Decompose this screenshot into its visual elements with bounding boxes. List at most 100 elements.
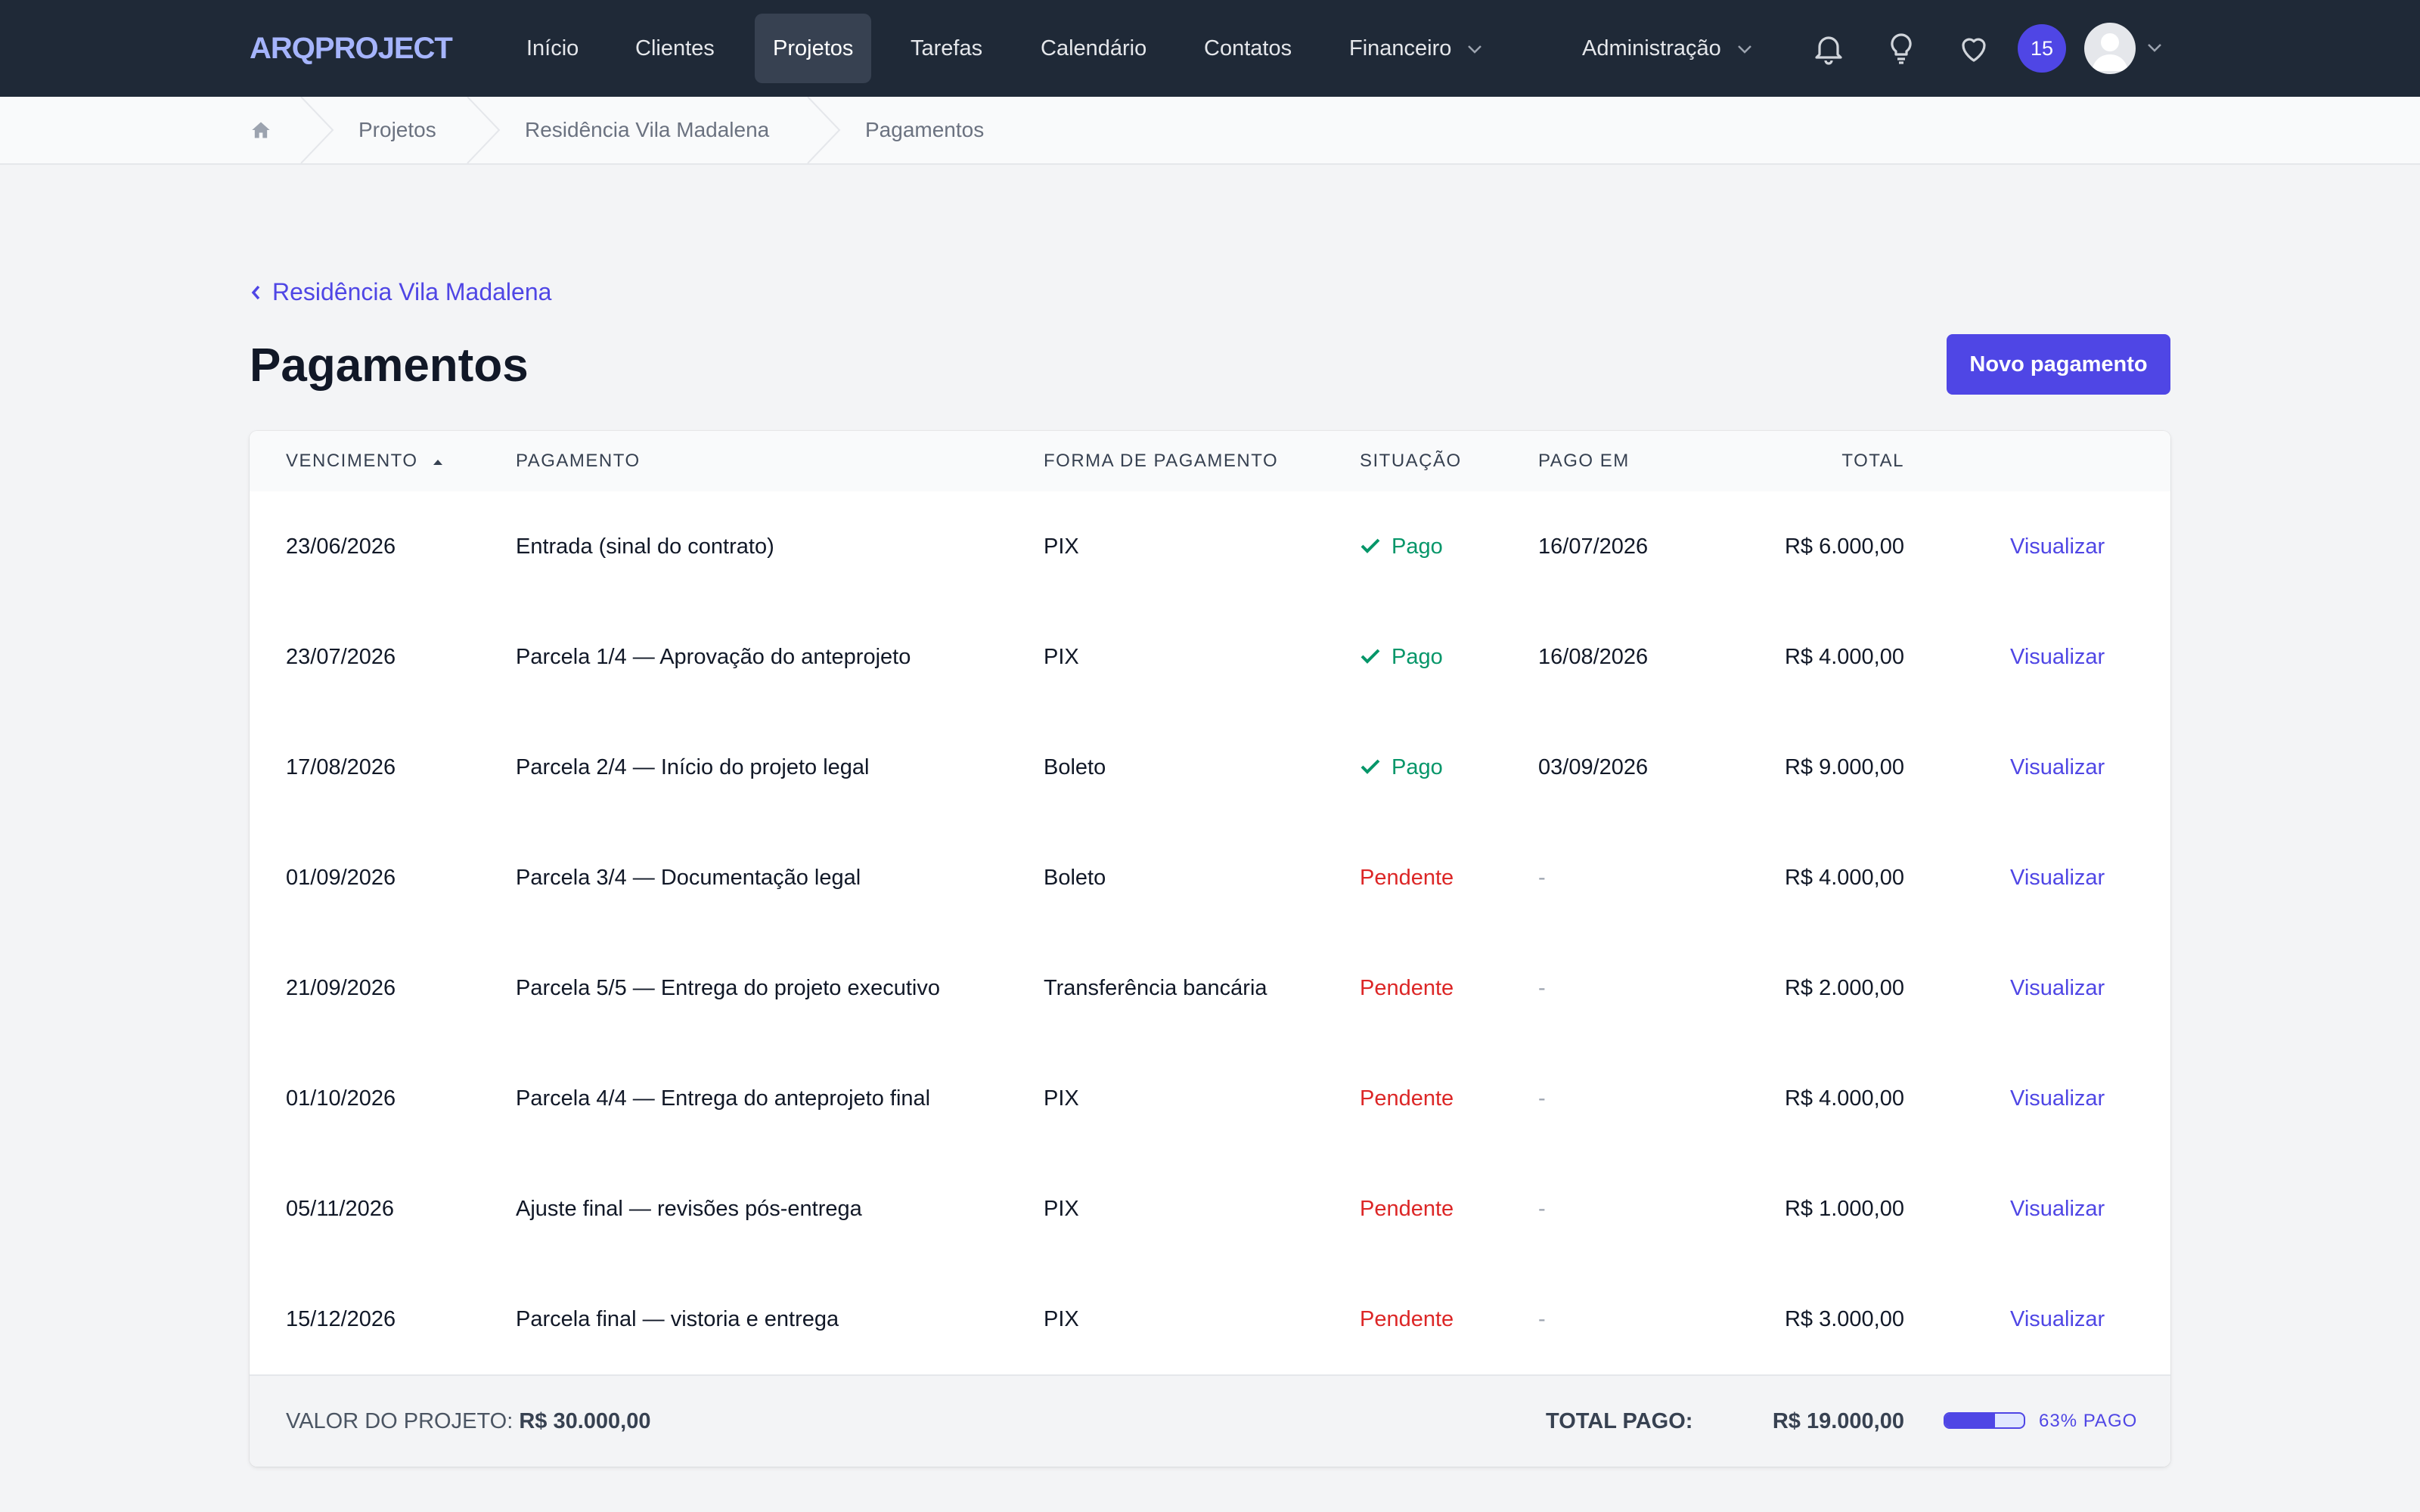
payment-method: Boleto — [1044, 866, 1106, 890]
home-icon[interactable] — [250, 119, 272, 141]
breadcrumb-item-projetos[interactable]: Projetos — [358, 118, 436, 141]
paid-on-date: - — [1538, 1307, 1546, 1331]
avatar[interactable] — [2084, 23, 2136, 74]
view-payment-link[interactable]: Visualizar — [2010, 1307, 2105, 1331]
status-label: Pendente — [1360, 1307, 1454, 1331]
paid-percent-label: 63% PAGO — [2039, 1411, 2138, 1431]
new-payment-button[interactable]: Novo pagamento — [1947, 334, 2170, 395]
page-title: Pagamentos — [250, 339, 529, 392]
status-label: Pendente — [1360, 866, 1454, 890]
status-badge: Pendente — [1360, 1154, 1454, 1264]
nav-item-contatos[interactable]: Contatos — [1204, 36, 1292, 60]
column-header-vencimento[interactable]: VENCIMENTO — [286, 431, 444, 491]
table-row: 21/09/2026 Parcela 5/5 — Entrega do proje… — [250, 933, 2170, 1045]
paid-progress-bar — [1944, 1412, 2025, 1429]
due-date: 23/07/2026 — [286, 645, 396, 669]
due-date: 21/09/2026 — [286, 976, 396, 1000]
chevron-down-icon[interactable] — [2146, 42, 2163, 53]
payment-method: Boleto — [1044, 755, 1106, 779]
payment-description: Ajuste final — revisões pós-entrega — [516, 1197, 862, 1221]
payment-total: R$ 9.000,00 — [1784, 755, 1904, 779]
due-date: 01/09/2026 — [286, 866, 396, 890]
chevron-down-icon — [1737, 45, 1751, 54]
due-date: 01/10/2026 — [286, 1086, 396, 1111]
paid-on-date: - — [1538, 976, 1546, 1000]
breadcrumb-separator — [300, 97, 334, 163]
chevron-down-icon — [1468, 45, 1482, 54]
due-date: 17/08/2026 — [286, 755, 396, 779]
payment-description: Entrada (sinal do contrato) — [516, 534, 774, 559]
total-paid-amount: R$ 19.000,00 — [1772, 1409, 1904, 1433]
check-icon — [1360, 759, 1380, 775]
heart-icon[interactable] — [1956, 30, 1992, 67]
column-header-situacao[interactable]: SITUAÇÃO — [1360, 451, 1462, 471]
payment-method: PIX — [1044, 1197, 1079, 1221]
status-badge: Pendente — [1360, 823, 1454, 933]
paid-on-date: - — [1538, 1197, 1546, 1221]
table-header: VENCIMENTO PAGAMENTO FORMA DE PAGAMENTO … — [250, 431, 2170, 493]
payment-description: Parcela 4/4 — Entrega do anteprojeto fin… — [516, 1086, 931, 1111]
payment-total: R$ 1.000,00 — [1784, 1197, 1904, 1221]
payment-total: R$ 4.000,00 — [1784, 1086, 1904, 1111]
due-date: 23/06/2026 — [286, 534, 396, 559]
payment-method: PIX — [1044, 645, 1079, 669]
nav-item-financeiro[interactable]: Financeiro — [1331, 14, 1501, 83]
back-link-label: Residência Vila Madalena — [272, 278, 552, 305]
chevron-left-icon — [251, 285, 260, 299]
payment-total: R$ 4.000,00 — [1784, 866, 1904, 890]
total-paid-label: TOTAL PAGO: — [1546, 1409, 1693, 1433]
payment-total: R$ 6.000,00 — [1784, 534, 1904, 559]
breadcrumb: Projetos Residência Vila Madalena Pagame… — [0, 97, 2420, 165]
table-row: 01/09/2026 Parcela 3/4 — Documentação leg… — [250, 823, 2170, 934]
payment-description: Parcela 5/5 — Entrega do projeto executi… — [516, 976, 940, 1000]
top-navbar: ARQPROJECT Início Clientes Projetos Tare… — [0, 0, 2420, 97]
view-payment-link[interactable]: Visualizar — [2010, 645, 2105, 669]
nav-item-projetos[interactable]: Projetos — [755, 14, 872, 83]
payment-method: PIX — [1044, 1086, 1079, 1111]
notification-count-badge[interactable]: 15 — [2018, 24, 2066, 73]
payment-total: R$ 2.000,00 — [1784, 976, 1904, 1000]
breadcrumb-separator — [807, 97, 841, 163]
payment-method: PIX — [1044, 534, 1079, 559]
view-payment-link[interactable]: Visualizar — [2010, 1086, 2105, 1111]
table-footer: VALOR DO PROJETO: R$ 30.000,00 TOTAL PAG… — [250, 1376, 2170, 1467]
column-header-vencimento-label: VENCIMENTO — [286, 451, 418, 471]
status-label: Pago — [1392, 645, 1443, 669]
back-link[interactable]: Residência Vila Madalena — [250, 274, 551, 310]
app-logo[interactable]: ARQPROJECT — [250, 32, 453, 65]
column-header-total[interactable]: TOTAL — [1841, 451, 1904, 471]
view-payment-link[interactable]: Visualizar — [2010, 866, 2105, 890]
bell-icon[interactable] — [1810, 30, 1847, 67]
payment-total: R$ 3.000,00 — [1784, 1307, 1904, 1331]
nav-item-clientes[interactable]: Clientes — [635, 36, 715, 60]
lightbulb-icon[interactable] — [1883, 30, 1919, 67]
breadcrumb-item-project[interactable]: Residência Vila Madalena — [525, 118, 770, 141]
sort-ascending-icon — [433, 459, 442, 465]
nav-item-administracao[interactable]: Administração — [1564, 14, 1771, 83]
paid-on-date: - — [1538, 1086, 1546, 1111]
breadcrumb-separator — [467, 97, 501, 163]
user-silhouette-icon — [2092, 33, 2128, 71]
check-icon — [1360, 649, 1380, 665]
view-payment-link[interactable]: Visualizar — [2010, 976, 2105, 1000]
project-value-amount: R$ 30.000,00 — [519, 1409, 651, 1433]
view-payment-link[interactable]: Visualizar — [2010, 755, 2105, 779]
payment-method: Transferência bancária — [1044, 976, 1267, 1000]
nav-item-inicio[interactable]: Início — [526, 36, 579, 60]
column-header-pago-em[interactable]: PAGO EM — [1538, 451, 1630, 471]
nav-item-tarefas[interactable]: Tarefas — [911, 36, 983, 60]
view-payment-link[interactable]: Visualizar — [2010, 534, 2105, 559]
status-label: Pago — [1392, 534, 1443, 559]
column-header-forma-pagamento[interactable]: FORMA DE PAGAMENTO — [1044, 451, 1279, 471]
status-badge: Pendente — [1360, 1264, 1454, 1374]
status-label: Pago — [1392, 755, 1443, 779]
paid-on-date: - — [1538, 866, 1546, 890]
status-badge: Pago — [1360, 491, 1443, 602]
nav-item-calendario[interactable]: Calendário — [1041, 36, 1147, 60]
project-value-label: VALOR DO PROJETO: — [286, 1409, 513, 1433]
view-payment-link[interactable]: Visualizar — [2010, 1197, 2105, 1221]
status-label: Pendente — [1360, 976, 1454, 1000]
payment-method: PIX — [1044, 1307, 1079, 1331]
breadcrumb-item-pagamentos: Pagamentos — [865, 118, 985, 141]
column-header-pagamento[interactable]: PAGAMENTO — [516, 451, 641, 471]
